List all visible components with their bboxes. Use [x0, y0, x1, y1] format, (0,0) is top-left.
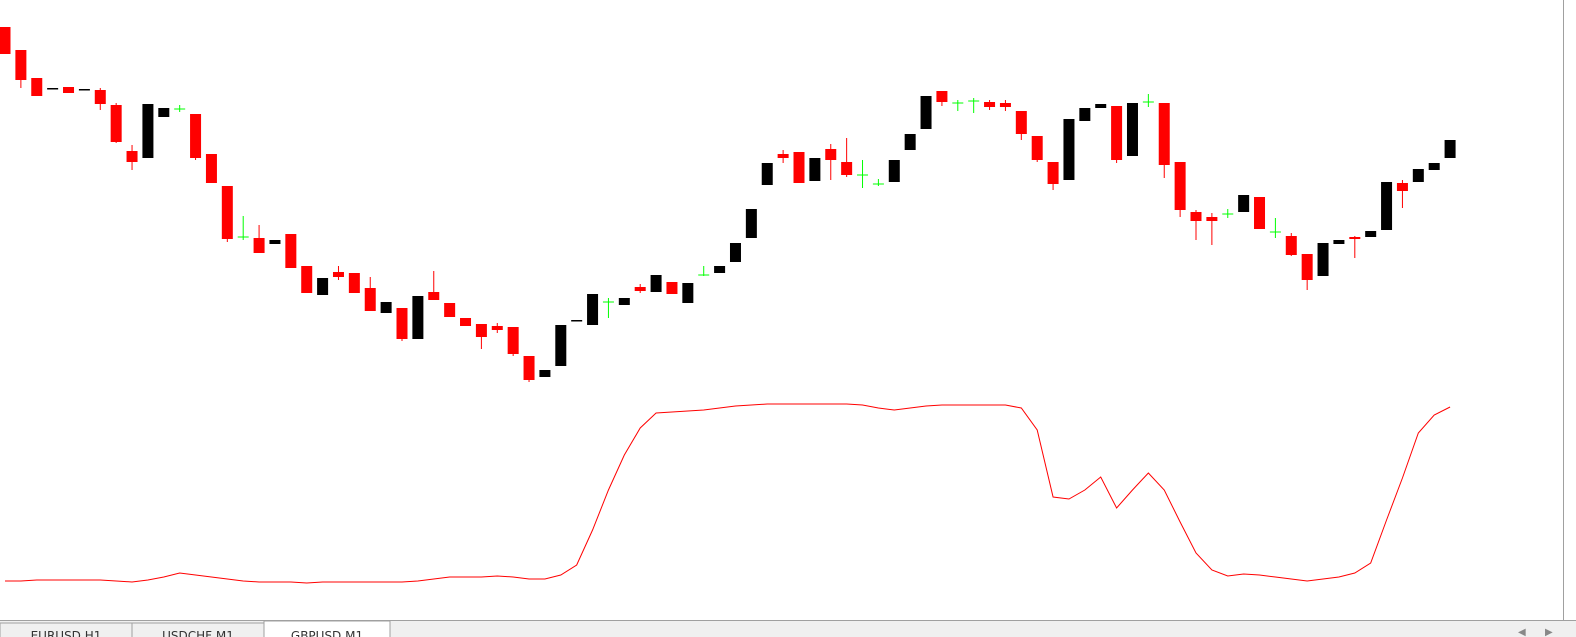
candle-body: [15, 50, 27, 80]
candle-body: [1444, 140, 1456, 158]
candle-body: [1174, 162, 1186, 210]
candle-body: [841, 162, 853, 175]
candle-body: [190, 114, 202, 158]
candle-body: [984, 102, 996, 107]
candle-body: [380, 302, 392, 313]
candle-body: [1365, 231, 1377, 237]
tab[interactable]: EURUSD,H1: [0, 622, 133, 637]
tab-bar: [0, 620, 1576, 637]
tab[interactable]: USDCHF,M1: [131, 622, 265, 637]
candle-body: [253, 238, 265, 253]
candle-body: [221, 186, 233, 239]
candle-body: [1047, 162, 1059, 184]
candle-body: [0, 27, 11, 54]
candle-body: [1301, 254, 1313, 280]
candle-body: [1317, 243, 1329, 276]
candle-body: [1428, 163, 1440, 170]
candle-body: [301, 266, 313, 293]
candle-body: [761, 163, 773, 185]
candle-body: [523, 356, 535, 380]
candle-body: [777, 154, 789, 158]
candle-body: [460, 318, 472, 326]
candle-body: [507, 327, 519, 354]
candle-body: [1063, 119, 1075, 180]
candle-body: [555, 325, 567, 366]
candle-body: [332, 272, 344, 277]
candle-body: [1158, 103, 1170, 165]
candle-body: [1412, 169, 1424, 182]
candle-body: [1031, 136, 1043, 160]
candle-body: [1095, 104, 1107, 108]
candle-body: [1015, 111, 1027, 134]
candle-body: [285, 234, 297, 268]
candle-body: [1349, 237, 1361, 239]
candle-body: [618, 298, 630, 305]
candle-body: [825, 149, 837, 160]
tab-background: [263, 620, 391, 637]
candle-body: [396, 308, 408, 339]
tab-label: GBPUSD,M1: [291, 629, 363, 637]
candle-body: [571, 320, 583, 322]
candle-body: [491, 326, 503, 330]
candle-body: [63, 87, 75, 93]
candle-body: [888, 160, 900, 182]
candle-body: [47, 88, 59, 90]
tab[interactable]: GBPUSD,M1: [263, 620, 391, 637]
candle-body: [809, 158, 821, 181]
candle-body: [412, 296, 424, 339]
candle-body: [904, 134, 916, 150]
scroll-right[interactable]: ▶: [1545, 627, 1553, 637]
candle-body: [94, 90, 106, 104]
candle-body: [729, 243, 741, 262]
candle-body: [444, 303, 456, 317]
candle-body: [1238, 195, 1250, 212]
candle-body: [348, 273, 360, 293]
indicator-line: [5, 403, 1451, 584]
candle-body: [158, 108, 170, 117]
candle-body: [142, 104, 154, 158]
candle-body: [634, 287, 646, 291]
candle-body: [539, 370, 551, 377]
candle-body: [1206, 217, 1218, 221]
candle-body: [682, 283, 694, 303]
candle-body: [936, 91, 948, 102]
candle-body: [1333, 240, 1345, 244]
candle-body: [745, 209, 757, 238]
candle-body: [1381, 182, 1393, 230]
candle-body: [1396, 183, 1408, 191]
candle-body: [1126, 103, 1138, 156]
candle-body: [999, 103, 1011, 107]
candle-body: [78, 89, 90, 91]
candle-body: [714, 266, 726, 273]
candle-body: [1111, 106, 1123, 160]
candle-body: [1254, 197, 1266, 229]
candle-body: [793, 152, 805, 183]
candle-body: [587, 294, 599, 325]
tab-label: EURUSD,H1: [31, 629, 102, 637]
candle-body: [475, 324, 487, 337]
candle-body: [920, 96, 932, 129]
candle-body: [269, 240, 281, 244]
candle-body: [364, 288, 376, 311]
candle-body: [126, 151, 138, 162]
candle-body: [1190, 212, 1202, 221]
candle-body: [666, 282, 678, 294]
candle-body: [428, 292, 440, 300]
candle-body: [110, 105, 122, 142]
tab-label: USDCHF,M1: [162, 629, 234, 637]
candle-body: [650, 275, 662, 292]
candle-body: [1285, 236, 1297, 255]
candle-body: [317, 278, 329, 295]
candle-body: [1079, 108, 1091, 121]
candle-body: [205, 154, 217, 183]
scroll-left[interactable]: ◀: [1518, 627, 1526, 637]
candle-body: [31, 78, 43, 96]
